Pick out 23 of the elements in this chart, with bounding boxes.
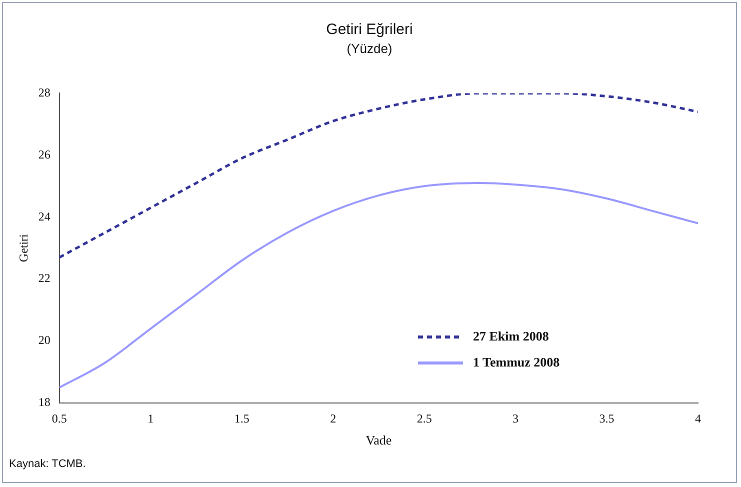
- x-tick-label: 0.5: [52, 411, 67, 426]
- x-tick-label: 1.5: [234, 411, 250, 426]
- legend-label: 27 Ekim 2008: [473, 328, 550, 344]
- y-tick-label: 24: [38, 209, 50, 224]
- y-axis-title: Getiri: [16, 233, 30, 262]
- y-tick-label: 18: [38, 395, 50, 410]
- x-tick-label: 2: [330, 411, 336, 426]
- line-series: [59, 93, 698, 259]
- chart-subtitle: (Yüzde): [346, 41, 394, 56]
- x-tick-label: 4: [695, 411, 701, 426]
- y-tick-label: 28: [38, 85, 50, 100]
- x-tick-label: 1: [148, 411, 154, 426]
- x-tick-label: 2.5: [416, 411, 432, 426]
- y-tick-label: 26: [38, 147, 50, 162]
- text: Kaynak: TCMB.: [9, 458, 86, 470]
- x-tick-label: 3.5: [599, 411, 614, 426]
- line-series: [59, 182, 698, 389]
- x-axis-title: Vade: [366, 432, 392, 448]
- legend-label: 1 Temmuz 2008: [473, 354, 560, 370]
- chart-title: Getiri Eğrileri: [325, 21, 414, 38]
- y-tick-label: 22: [38, 271, 50, 286]
- y-tick-label: 20: [38, 333, 50, 348]
- x-tick-label: 3: [512, 411, 519, 426]
